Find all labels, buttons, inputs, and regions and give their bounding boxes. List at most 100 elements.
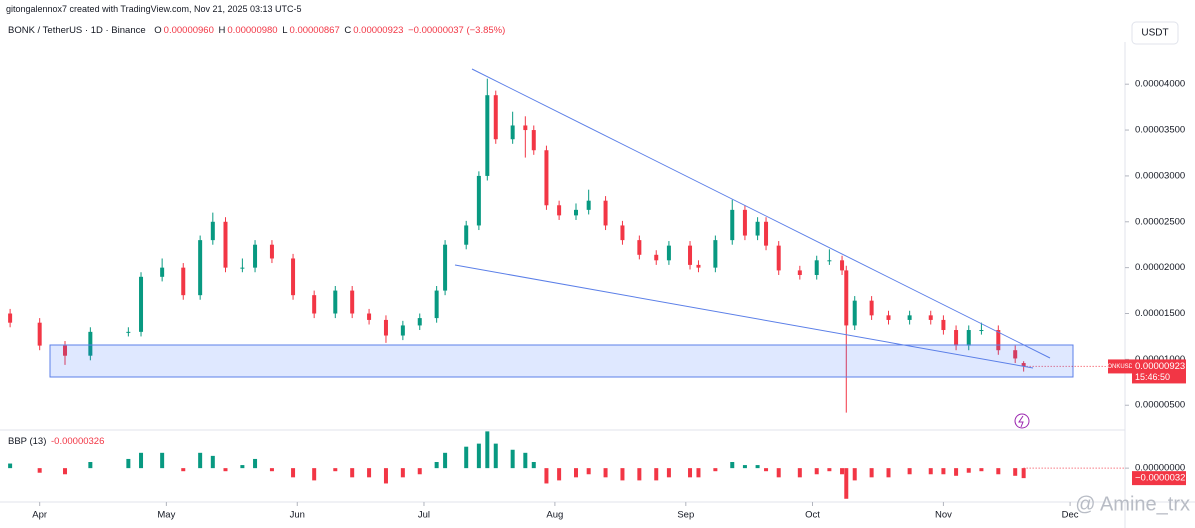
candle-body [637,240,642,255]
support-zone[interactable] [49,344,1074,378]
trendline-upper[interactable] [471,68,1051,359]
bbp-bar [531,462,536,469]
symbol: BONK / TetherUS · 1D · Binance [8,25,146,36]
bbp-bar [730,462,735,469]
ohlc-label: L [282,25,288,36]
bbp-bar [223,468,228,472]
bbp-bar [954,468,959,476]
bbp-bar [827,468,832,472]
candle-body [160,267,165,277]
bbp-bar [63,468,68,475]
x-tick-label: Jul [418,510,430,521]
y-tick-label: 0.00000500 [1135,400,1185,411]
candle-body [996,330,1001,351]
bbp-bar [713,468,718,472]
bbp-bar [666,468,671,478]
bbp-legend: BBP (13) -0.00000326 [8,436,106,447]
candle-body [764,221,769,246]
y-tick-label: 0.00001500 [1135,308,1185,319]
candle-body [139,276,144,332]
bbp-bar [291,468,296,478]
bbp-bar [1013,468,1018,476]
candle-body [510,125,515,140]
bbp-bar [586,468,591,475]
legend-row: BONK / TetherUS · 1D · Binance O 0.000009… [8,25,507,36]
bbp-bar [253,458,258,469]
bbp-bar [312,468,317,481]
event-icon[interactable] [1014,413,1030,429]
candle-body [126,331,131,333]
candle-body [400,325,405,336]
candle-body [844,270,849,326]
candle-body [210,221,215,241]
bbp-bar [476,443,481,469]
currency-button-label[interactable]: USDT [1141,28,1168,39]
candle-body [181,267,186,296]
ohlc-value: 0.00000960 [163,25,214,36]
trendline-lower[interactable] [454,264,1034,369]
candle-body [464,225,469,245]
bbp-bar [160,452,165,469]
bbp-bar [776,468,781,478]
candle-body [688,245,693,265]
candle-body [654,254,659,261]
candle-body [755,221,760,236]
candle-body [417,318,422,326]
candle-body [742,209,747,236]
bbp-bar [755,465,760,469]
candle-body [886,315,891,320]
candle-body [827,260,832,262]
candle-body [852,300,857,326]
bbp-bar [557,468,562,481]
candle-body [523,125,528,131]
bbp-bar [742,465,747,469]
bbp-bar [434,462,439,469]
bbp-bar [654,468,659,481]
watermark: @ Amine_trx [1075,493,1190,515]
candle-body [869,300,874,316]
y-tick-label: 0.00004000 [1135,79,1185,90]
bbp-bar [886,468,891,478]
bbp-bar [350,468,355,478]
bbp-bar [126,458,131,469]
bbp-bar [637,468,642,481]
candle-body [476,175,481,226]
x-tick-label: Nov [935,510,952,521]
price-tag [1132,359,1186,384]
candle-body [350,290,355,314]
y-tick-label: 0.00003000 [1135,170,1185,181]
bbp-bar [966,468,971,473]
bbp-bar [210,455,215,469]
bbp-bar [869,468,874,478]
currency-button[interactable] [1131,21,1179,45]
candle-body [383,319,388,336]
ohlc-label: C [344,25,352,36]
candle-body [941,319,946,331]
bbp-bar [464,446,469,469]
credit: gitongalennox7 created with TradingView.… [6,4,302,14]
bbp-bar [928,468,933,475]
candle-body [666,245,671,261]
candle-body [814,260,819,275]
bbp-bar [814,468,819,475]
candle-body [840,260,845,271]
y-tick-label: 0.00002000 [1135,262,1185,273]
bbp-bar [696,468,701,478]
bbp-bar [523,452,528,469]
ohlc-value: 0.00000923 [353,25,404,36]
candle-body [907,315,912,320]
candle-body [8,313,13,323]
x-tick-label: Jun [290,510,305,521]
bbp-bar [979,468,984,472]
candle-body [434,290,439,319]
x-tick-label: Oct [805,510,820,521]
bbp-bar [907,468,912,475]
symbol-tag-label: BONKUSDT [1103,364,1137,370]
y-tick-label: 0.00002500 [1135,216,1185,227]
candle-body [966,330,971,346]
x-tick-label: Dec [1062,510,1079,521]
candle-body [531,130,536,151]
ohlc-label: H [218,25,226,36]
candle-body [63,345,68,356]
